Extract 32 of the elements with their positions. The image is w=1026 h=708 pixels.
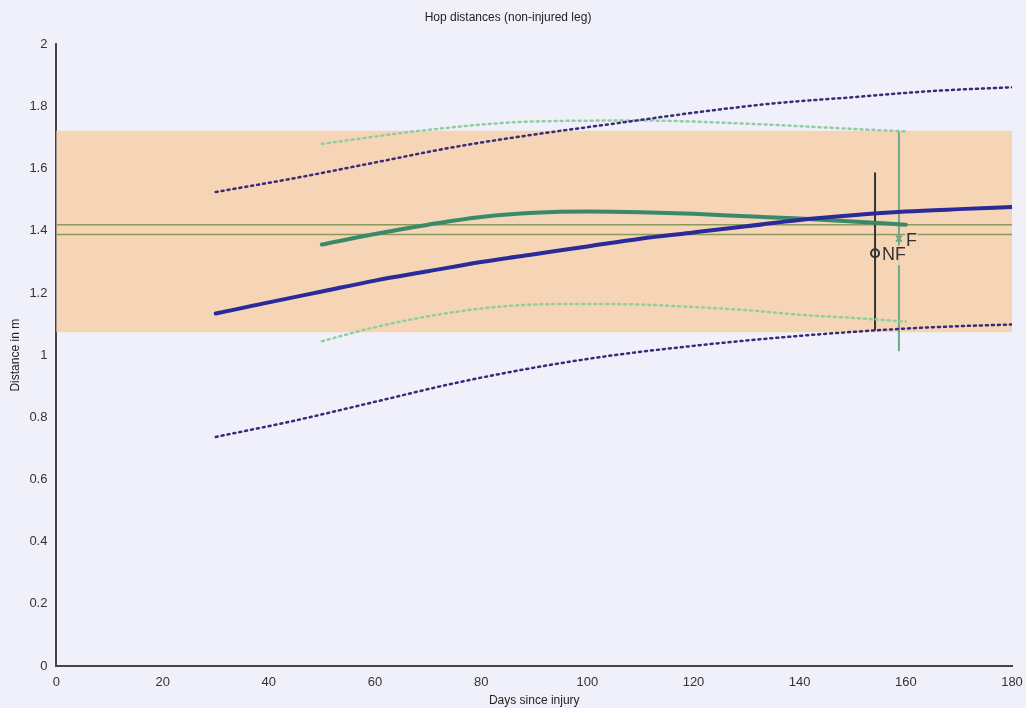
x-tick-label: 100	[576, 674, 599, 690]
x-axis-title: Days since injury	[488, 693, 580, 708]
x-tick-label: 140	[788, 674, 811, 690]
y-tick-label: 0.8	[29, 408, 48, 424]
annotation: F	[905, 229, 917, 250]
y-axis-title: Distance in m	[7, 318, 22, 392]
x-tick-label: 60	[367, 674, 383, 690]
y-tick-label: 1.2	[29, 284, 48, 300]
line-series	[214, 323, 1012, 439]
y-tick-label: 1.6	[29, 160, 48, 176]
x-tick-label: 180	[1001, 674, 1023, 690]
line-series	[320, 302, 908, 343]
y-tick-label: 1	[40, 346, 48, 362]
line-series	[214, 86, 1012, 194]
x-tick-label: 0	[52, 674, 61, 690]
line-series	[320, 119, 908, 146]
line-series	[319, 209, 908, 247]
y-tick-label: 0.6	[29, 471, 48, 487]
line-series	[213, 204, 1012, 316]
annotation: NF	[882, 244, 907, 265]
y-tick-label: 0	[40, 657, 48, 673]
y-tick-label: 1.8	[29, 98, 48, 114]
chart-title: Hop distances (non-injured leg)	[424, 9, 592, 24]
y-tick-label: 0.2	[29, 595, 48, 611]
x-tick-label: 40	[261, 674, 277, 690]
y-tick-label: 2	[40, 35, 48, 51]
y-tick-label: 0.4	[29, 533, 48, 549]
x-tick-label: 80	[473, 674, 489, 690]
x-tick-label: 120	[682, 674, 705, 690]
x-tick-label: 20	[155, 674, 170, 690]
x-tick-label: 160	[894, 674, 917, 690]
y-tick-label: 1.4	[29, 222, 48, 238]
